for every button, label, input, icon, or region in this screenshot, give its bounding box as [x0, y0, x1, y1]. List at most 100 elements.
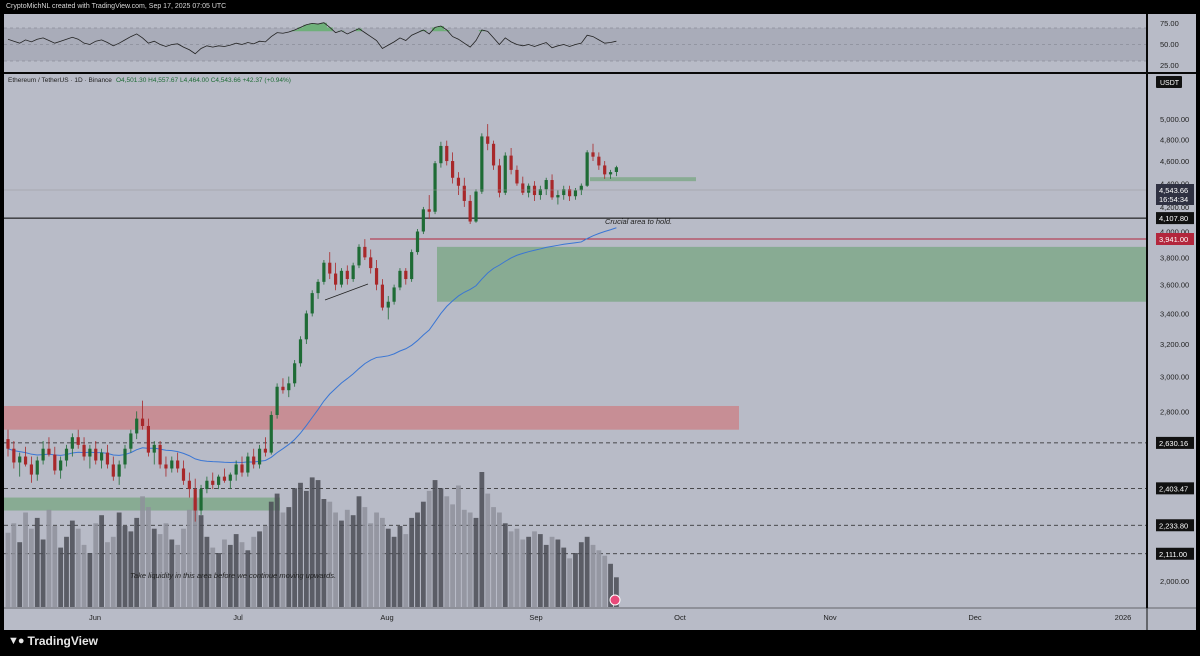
- candle[interactable]: [105, 444, 110, 469]
- candle[interactable]: [538, 185, 542, 200]
- candle[interactable]: [363, 239, 367, 261]
- candle[interactable]: [328, 252, 332, 280]
- candle[interactable]: [234, 460, 238, 481]
- candle[interactable]: [474, 189, 478, 223]
- candle[interactable]: [357, 244, 361, 269]
- candle[interactable]: [29, 456, 33, 483]
- candle[interactable]: [240, 456, 244, 477]
- candle[interactable]: [486, 124, 490, 151]
- candle[interactable]: [322, 260, 326, 285]
- candle[interactable]: [23, 446, 28, 467]
- candle[interactable]: [193, 478, 197, 522]
- candle[interactable]: [123, 444, 127, 469]
- resistance-zone[interactable]: [4, 405, 739, 430]
- candle[interactable]: [427, 195, 431, 220]
- candle[interactable]: [451, 152, 455, 184]
- candle[interactable]: [310, 290, 314, 317]
- candle[interactable]: [608, 169, 613, 179]
- candle[interactable]: [164, 456, 168, 477]
- candle[interactable]: [597, 152, 601, 170]
- candle[interactable]: [491, 140, 496, 170]
- candle[interactable]: [287, 376, 291, 398]
- candle[interactable]: [146, 418, 150, 457]
- candle[interactable]: [257, 444, 262, 469]
- liquidity-annotation[interactable]: Take liquidity in this area before we co…: [130, 571, 336, 580]
- candle[interactable]: [591, 143, 595, 162]
- candle[interactable]: [176, 452, 180, 473]
- candle[interactable]: [579, 183, 583, 196]
- candle[interactable]: [556, 190, 560, 205]
- candle[interactable]: [275, 383, 279, 419]
- candle[interactable]: [386, 295, 390, 320]
- candle[interactable]: [129, 429, 133, 453]
- candle[interactable]: [82, 437, 86, 461]
- candle[interactable]: [480, 133, 484, 194]
- candle[interactable]: [497, 158, 501, 198]
- candle[interactable]: [544, 177, 548, 196]
- candle[interactable]: [374, 260, 379, 291]
- candle[interactable]: [41, 441, 45, 465]
- candle[interactable]: [404, 268, 408, 285]
- candle[interactable]: [111, 456, 115, 481]
- candle[interactable]: [468, 195, 472, 225]
- currency-badge[interactable]: USDT: [1160, 80, 1180, 87]
- candle[interactable]: [53, 446, 57, 475]
- candle[interactable]: [281, 378, 285, 394]
- candle[interactable]: [304, 310, 308, 345]
- candle[interactable]: [170, 456, 174, 473]
- candle[interactable]: [421, 206, 425, 235]
- candle[interactable]: [158, 441, 162, 469]
- demand-zone-large[interactable]: [437, 246, 1146, 302]
- candle[interactable]: [527, 183, 531, 198]
- candle[interactable]: [199, 484, 203, 515]
- legend-symbol[interactable]: Ethereum / TetherUS · 1D · Binance: [8, 77, 112, 84]
- trendline-drawing[interactable]: [324, 283, 369, 301]
- jump-to-realtime-icon[interactable]: [609, 594, 621, 606]
- candle[interactable]: [509, 148, 513, 175]
- candle[interactable]: [263, 437, 267, 457]
- candle[interactable]: [88, 444, 92, 469]
- candle[interactable]: [614, 165, 618, 177]
- candle[interactable]: [462, 177, 466, 207]
- candle[interactable]: [205, 476, 209, 494]
- candle[interactable]: [439, 141, 443, 168]
- candle[interactable]: [6, 429, 10, 457]
- candle[interactable]: [135, 411, 139, 440]
- candle[interactable]: [568, 185, 572, 201]
- candle[interactable]: [532, 181, 537, 201]
- candle[interactable]: [351, 262, 355, 282]
- candle[interactable]: [456, 172, 461, 196]
- candle[interactable]: [410, 249, 414, 282]
- candle[interactable]: [339, 268, 344, 288]
- candle[interactable]: [12, 441, 16, 469]
- candle[interactable]: [550, 174, 554, 200]
- candle[interactable]: [269, 411, 273, 455]
- candle[interactable]: [18, 452, 22, 477]
- candle[interactable]: [100, 448, 104, 469]
- candle[interactable]: [222, 468, 227, 483]
- candle[interactable]: [47, 437, 51, 457]
- candle[interactable]: [433, 161, 437, 215]
- candle[interactable]: [94, 441, 98, 465]
- candle[interactable]: [59, 456, 63, 479]
- candle[interactable]: [181, 460, 186, 485]
- candle[interactable]: [515, 165, 519, 186]
- candle[interactable]: [380, 279, 384, 311]
- candle[interactable]: [76, 429, 80, 449]
- candle[interactable]: [345, 265, 349, 285]
- candle[interactable]: [70, 433, 74, 457]
- candle[interactable]: [252, 448, 256, 469]
- candle[interactable]: [246, 452, 250, 477]
- candle[interactable]: [293, 360, 297, 387]
- candle[interactable]: [64, 444, 69, 467]
- candle[interactable]: [316, 279, 320, 299]
- crucial-area-annotation[interactable]: Crucial area to hold.: [605, 217, 672, 226]
- candle[interactable]: [117, 460, 121, 485]
- candle[interactable]: [562, 185, 566, 200]
- candle[interactable]: [211, 472, 215, 490]
- candle[interactable]: [585, 150, 589, 187]
- candle[interactable]: [228, 472, 232, 490]
- candle[interactable]: [334, 262, 338, 291]
- candle[interactable]: [603, 161, 607, 179]
